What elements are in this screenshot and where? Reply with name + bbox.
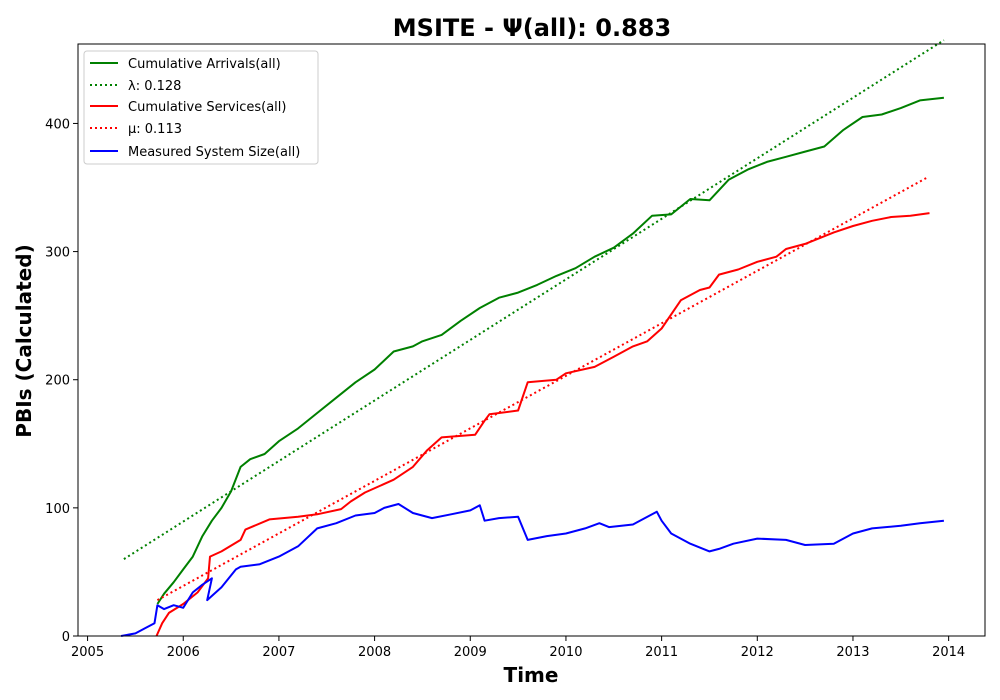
x-tick-label-2011: 2011 (645, 645, 678, 660)
legend-box (83, 50, 319, 165)
legend-label-lambda: λ: 0.128 (128, 79, 181, 94)
series-line-cumulative-services-all (155, 212, 930, 637)
series-line-measured-system-size-all (120, 503, 945, 637)
x-tick-label-2012: 2012 (741, 645, 774, 660)
x-tick-label-2008: 2008 (358, 645, 391, 660)
plot-area (77, 43, 986, 637)
x-tick-label-2007: 2007 (262, 645, 295, 660)
x-tick-label-2009: 2009 (454, 645, 487, 660)
series-line-cumulative-arrivals-all (156, 96, 945, 605)
legend-label-system-size: Measured System Size(all) (128, 145, 300, 160)
y-axis-label: PBIs (Calculated) (12, 244, 36, 437)
x-axis-label: Time (504, 663, 559, 687)
legend: Cumulative Arrivals(all) λ: 0.128 Cumula… (83, 50, 319, 165)
series-layer (120, 39, 945, 637)
legend-label-mu: μ: 0.113 (128, 122, 182, 137)
ticks-layer: 2005 2006 2007 2008 2009 2010 2011 2012 2013 2014… (45, 117, 965, 660)
y-tick-label-100: 100 (45, 502, 70, 517)
x-tick-label-2014: 2014 (932, 645, 965, 660)
x-tick-label-2013: 2013 (836, 645, 869, 660)
y-tick-label-400: 400 (45, 117, 70, 132)
legend-label-services: Cumulative Services(all) (128, 100, 286, 115)
series-line-0-113 (156, 176, 929, 601)
legend-label-arrivals: Cumulative Arrivals(all) (128, 57, 281, 72)
x-tick-label-2006: 2006 (167, 645, 200, 660)
y-tick-label-300: 300 (45, 246, 70, 261)
x-tick-label-2010: 2010 (549, 645, 582, 660)
y-tick-label-200: 200 (45, 374, 70, 389)
series-line-0-128 (123, 39, 945, 560)
y-tick-label-0: 0 (62, 630, 70, 645)
chart-title: MSITE - Ψ(all): 0.883 (393, 14, 671, 42)
x-tick-label-2005: 2005 (71, 645, 104, 660)
